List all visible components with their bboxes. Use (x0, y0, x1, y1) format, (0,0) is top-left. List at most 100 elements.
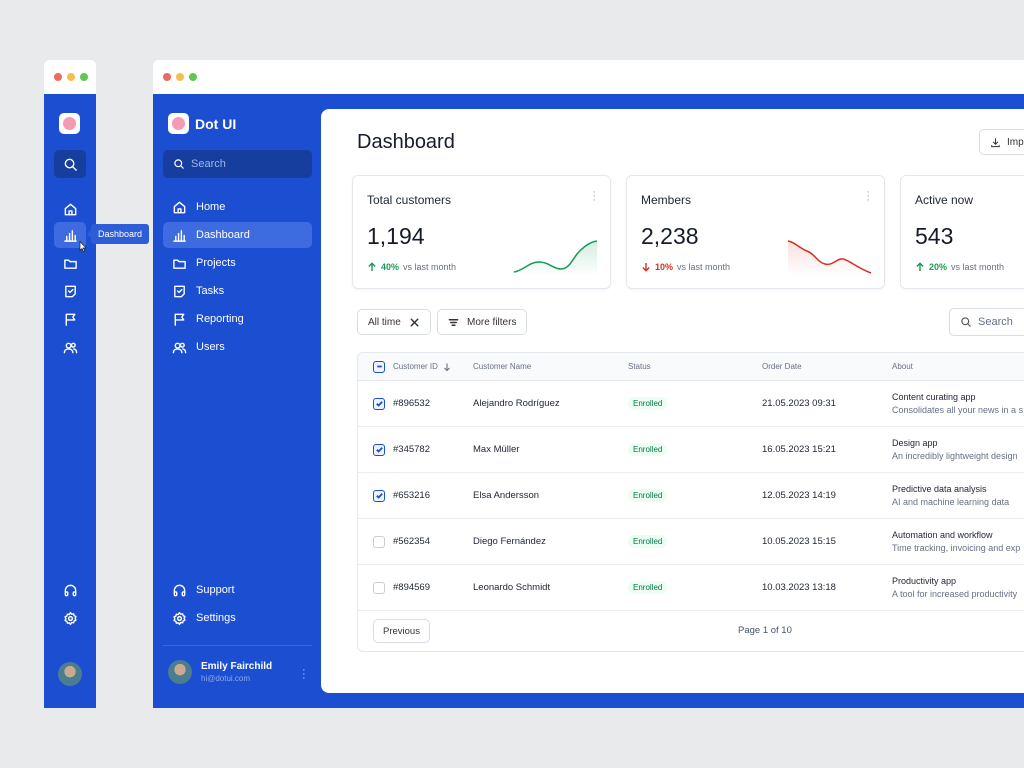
stat-card-change: 20% vs last month (915, 262, 1004, 272)
sidebar-nav: Home Dashboard Projects Tasks Reporting … (163, 194, 312, 362)
import-button-label: Import (1007, 136, 1024, 148)
row-checkbox[interactable] (373, 473, 385, 518)
gear-icon (173, 611, 186, 625)
more-filters-button[interactable]: More filters (437, 309, 528, 335)
download-icon (991, 137, 1000, 147)
about-subtitle: Time tracking, invoicing and exp (892, 543, 1021, 553)
about-title: Design app (892, 438, 938, 448)
stat-card-active-now: Active now 543 20% vs last month (900, 175, 1024, 289)
rail-item-reporting[interactable] (54, 306, 86, 332)
bar-chart-icon (63, 229, 77, 242)
table-search-input[interactable]: Search (949, 308, 1024, 336)
table-row[interactable]: #896532 Alejandro Rodríguez Enrolled 21.05.… (358, 381, 1024, 427)
sparkline-chart (787, 240, 872, 276)
rail-item-tasks[interactable] (54, 278, 86, 304)
minimize-window-button[interactable] (67, 73, 75, 81)
stat-card-change-label: vs last month (403, 262, 457, 272)
stat-card-members: Members · · · 2,238 10% vs last month (626, 175, 885, 289)
stat-card-title: Members (641, 193, 692, 207)
brand[interactable]: Dot UI (168, 113, 236, 134)
status-badge: Enrolled (628, 535, 668, 548)
user-menu-kebab-icon[interactable]: · · · (302, 664, 306, 684)
select-all-checkbox[interactable] (373, 353, 385, 380)
avatar[interactable] (58, 662, 82, 686)
rail-item-users[interactable] (54, 334, 86, 360)
rail-item-home[interactable] (54, 196, 86, 222)
row-checkbox[interactable] (373, 427, 385, 472)
main-content: Dashboard Import Total customers ··· 1,1… (321, 109, 1024, 693)
sidebar-item-label: Projects (196, 257, 236, 269)
rail-item-support[interactable] (54, 577, 86, 603)
table-row[interactable]: #345782 Max Müller Enrolled 16.05.2023 15:2… (358, 427, 1024, 473)
sidebar-search-input[interactable]: Search (163, 150, 312, 178)
stat-card-value: 1,194 (367, 223, 425, 249)
stat-card-title: Total customers (367, 193, 452, 207)
row-checkbox[interactable] (373, 519, 385, 564)
about-cell: Predictive data analysis AI and machine l… (892, 473, 1009, 518)
previous-page-button[interactable]: Previous (373, 619, 430, 643)
column-header-about[interactable]: About (892, 362, 913, 371)
app-window: Dot UI Search Home Dashboard Projects Ta… (153, 60, 1024, 708)
stat-card-change-label: vs last month (677, 262, 731, 272)
app-logo[interactable] (59, 113, 80, 134)
column-header-customer-name[interactable]: Customer Name (473, 362, 532, 371)
customer-id: #653216 (393, 490, 430, 501)
maximize-window-button[interactable] (189, 73, 197, 81)
row-checkbox[interactable] (373, 381, 385, 426)
status-badge: Enrolled (628, 443, 668, 456)
import-button[interactable]: Import (979, 129, 1024, 155)
tasks-icon (174, 285, 185, 297)
users-icon (63, 342, 77, 353)
all-time-filter-chip[interactable]: All time (357, 309, 431, 335)
status-cell: Enrolled (628, 427, 668, 472)
window-titlebar (153, 60, 1024, 94)
sidebar-item-settings[interactable]: Settings (163, 605, 312, 631)
rail-item-projects[interactable] (54, 250, 86, 276)
filter-lines-icon (448, 318, 459, 326)
sidebar-item-reporting[interactable]: Reporting (163, 306, 312, 332)
status-badge: Enrolled (628, 397, 668, 410)
maximize-window-button[interactable] (80, 73, 88, 81)
table-row[interactable]: #653216 Elsa Andersson Enrolled 12.05.2023 … (358, 473, 1024, 519)
filter-chip-label: All time (368, 316, 401, 328)
column-header-order-date[interactable]: Order Date (762, 362, 802, 371)
headphones-icon (173, 584, 186, 596)
sidebar-item-dashboard[interactable]: Dashboard (163, 222, 312, 248)
stat-card-change-label: vs last month (951, 262, 1005, 272)
rail-item-settings[interactable] (54, 605, 86, 631)
minimize-window-button[interactable] (176, 73, 184, 81)
collapsed-window (44, 60, 96, 708)
table-row[interactable]: #562354 Diego Fernández Enrolled 10.05.2023… (358, 519, 1024, 565)
row-checkbox[interactable] (373, 565, 385, 610)
folder-icon (173, 259, 186, 269)
stat-card-change-percent: 20% (929, 262, 948, 272)
search-button[interactable] (54, 150, 86, 178)
table-header: Customer ID Customer Name Status Order D… (358, 353, 1024, 381)
close-window-button[interactable] (54, 73, 62, 81)
close-window-button[interactable] (163, 73, 171, 81)
sidebar-item-projects[interactable]: Projects (163, 250, 312, 276)
sidebar-item-label: Settings (196, 612, 236, 624)
sidebar-item-home[interactable]: Home (163, 194, 312, 220)
stat-card-total-customers: Total customers · · · 1,194 40% vs last mo… (352, 175, 611, 289)
card-menu-kebab-icon[interactable]: · · · (592, 186, 596, 206)
stat-card-title: Active now (915, 193, 974, 207)
column-header-status[interactable]: Status (628, 362, 651, 371)
sidebar-item-users[interactable]: Users (163, 334, 312, 360)
bar-chart-icon (173, 229, 186, 242)
table-row[interactable]: #894569 Leonardo Schmidt Enrolled 10.03.202… (358, 565, 1024, 611)
column-header-customer-id[interactable]: Customer ID (393, 353, 452, 380)
sidebar-item-support[interactable]: Support (163, 577, 312, 603)
sidebar-item-label: Support (196, 584, 235, 596)
headphones-icon (64, 584, 76, 596)
sidebar-item-tasks[interactable]: Tasks (163, 278, 312, 304)
status-badge: Enrolled (628, 581, 668, 594)
user-profile[interactable]: Emily Fairchild hi@dotui.com (168, 660, 272, 684)
sparkline-chart (513, 240, 598, 276)
gear-icon (63, 611, 77, 625)
card-menu-kebab-icon[interactable]: · · · (866, 186, 870, 206)
close-icon[interactable] (409, 317, 420, 328)
window-titlebar (44, 60, 96, 94)
sort-arrow-down-icon (444, 363, 450, 371)
table-footer: Previous Page 1 of 10 (358, 611, 1024, 651)
